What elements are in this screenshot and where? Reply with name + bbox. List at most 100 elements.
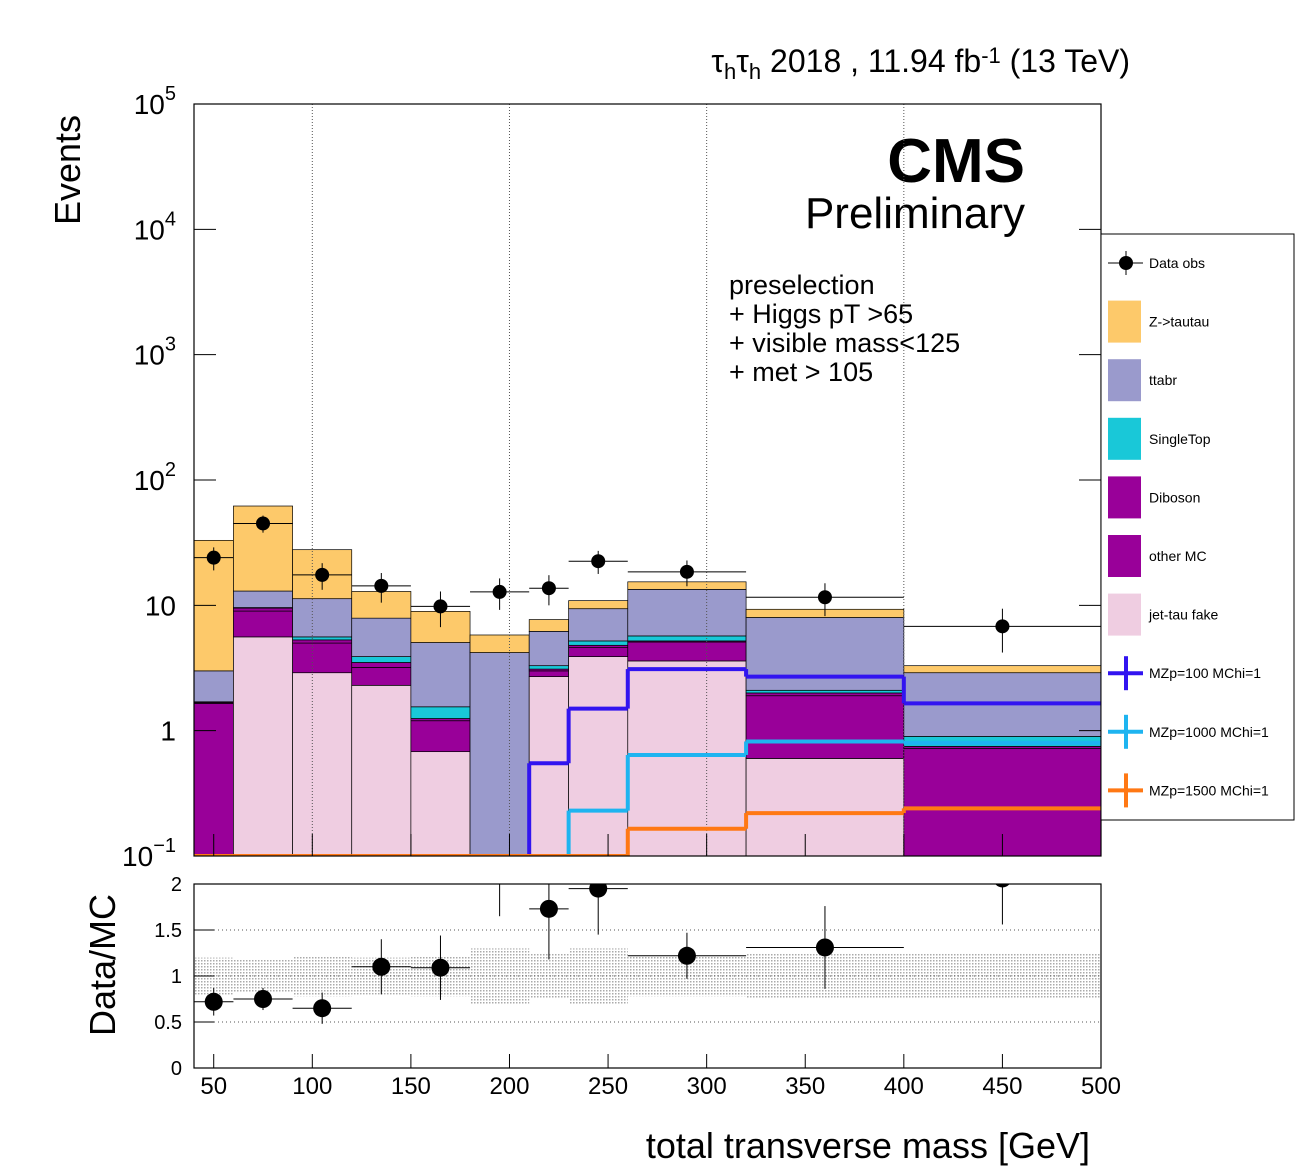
x-tick-label: 150 [391,1073,431,1100]
data-point [589,884,608,898]
stack-segment [292,636,353,641]
data-point [491,857,509,875]
stack-segment [528,676,569,856]
stack-segment [745,617,905,691]
y-tick-exponent: 3 [165,334,176,356]
x-tick-label: 300 [687,1073,727,1100]
title-segment: (13 TeV) [1001,43,1130,79]
y-tick-label: 2 [171,874,182,896]
data-point [254,990,273,1008]
stack-segment [745,758,905,856]
data-point [206,550,221,565]
legend-label: MZp=1500 MChi=1 [1149,782,1269,798]
stack-segment [233,590,293,608]
y-tick-label: 1.5 [154,920,182,942]
data-point [492,584,507,599]
legend-swatch [1108,300,1141,343]
stack-segment [745,689,905,694]
stack-segment [627,660,747,856]
y-tick-label: 10−1 [122,835,176,872]
stack-segment [528,665,569,670]
stack-segment [292,598,353,638]
x-tick-label: 200 [489,1073,529,1100]
data-point [591,554,606,569]
y-tick-exponent: 4 [165,208,176,230]
y-tick-label: 0.5 [154,1012,182,1034]
y-tick-base: 10 [134,214,165,245]
legend-label: Data obs [1149,255,1205,271]
y-tick-label: 103 [134,334,176,371]
y-axis-title: Events [47,115,88,225]
legend: Data obs Z->tautau ttabr SingleTop Diboson ot… [1100,233,1295,821]
legend-marker [1119,256,1133,270]
data-point [995,884,1010,888]
stack-segment [410,642,471,708]
data-point [433,599,448,614]
stack-segment [528,631,569,667]
x-axis-title: total transverse mass [GeV] [646,1125,1090,1166]
stack-segment [194,703,234,856]
status-label: Preliminary [805,189,1025,238]
stack-segment [233,607,293,612]
legend-label: ttabr [1149,372,1177,388]
data-point [313,999,332,1018]
legend-swatch [1108,417,1141,460]
stack-segment [627,641,747,662]
y-tick-base: 10 [134,340,165,371]
stack-segment [568,640,629,646]
plot-frame [193,883,1102,1069]
stack-segment [745,695,905,759]
stack-segment [351,667,412,686]
stack-segment [351,684,412,856]
x-tick-label: 350 [785,1073,825,1100]
stack-segment [292,672,353,856]
stack-segment [627,589,747,637]
x-tick-label: 50 [200,1073,227,1100]
data-point [677,946,696,965]
y-tick-base: 10 [134,89,165,120]
y-tick-label: 0 [171,1058,182,1080]
stack-segment [568,647,629,657]
y-tick-label: 105 [134,83,176,120]
y-tick-exponent: −1 [153,835,176,857]
uncertainty-band [470,948,530,1004]
selection-text: preselection [729,270,875,300]
stack-segment [568,600,629,610]
stack-segment [469,652,530,856]
y-tick-label: 102 [134,459,176,496]
title-segment: 2018 , 11.94 fb [761,43,981,79]
stack-segment [745,692,905,697]
title-segment: h [724,59,736,84]
stack-segment [410,720,471,753]
legend-label: Z->tautau [1149,314,1209,330]
legend-label: jet-tau fake [1148,607,1218,623]
data-point [995,619,1010,634]
stack-segment [469,634,530,653]
y-tick-exponent: 2 [165,459,176,481]
main-plot [194,104,1101,856]
data-point [815,938,834,957]
x-tick-label: 400 [884,1073,924,1100]
title-segment: h [749,59,761,84]
selection-text: + visible mass<125 [729,328,960,358]
x-tick-label: 500 [1081,1073,1121,1100]
stack-segment [233,610,293,638]
title-segment: τ [711,43,724,79]
x-tick-label: 100 [292,1073,332,1100]
legend-swatch [1108,476,1141,519]
ratio-y-axis-title: Data/MC [82,894,123,1036]
stack-segment [351,617,412,657]
data-point [539,899,558,918]
title-segment: τ [736,43,749,79]
stack-segment [627,635,747,642]
stack-segment [292,639,353,644]
stack-segment [410,706,471,719]
stack-segment [528,670,569,677]
y-tick-label: 10 [145,590,176,621]
y-tick-label: 104 [134,208,176,245]
data-point [256,516,271,531]
data-point [315,567,330,582]
y-tick-exponent: 5 [165,83,176,105]
y-tick-label: 1 [171,966,182,988]
